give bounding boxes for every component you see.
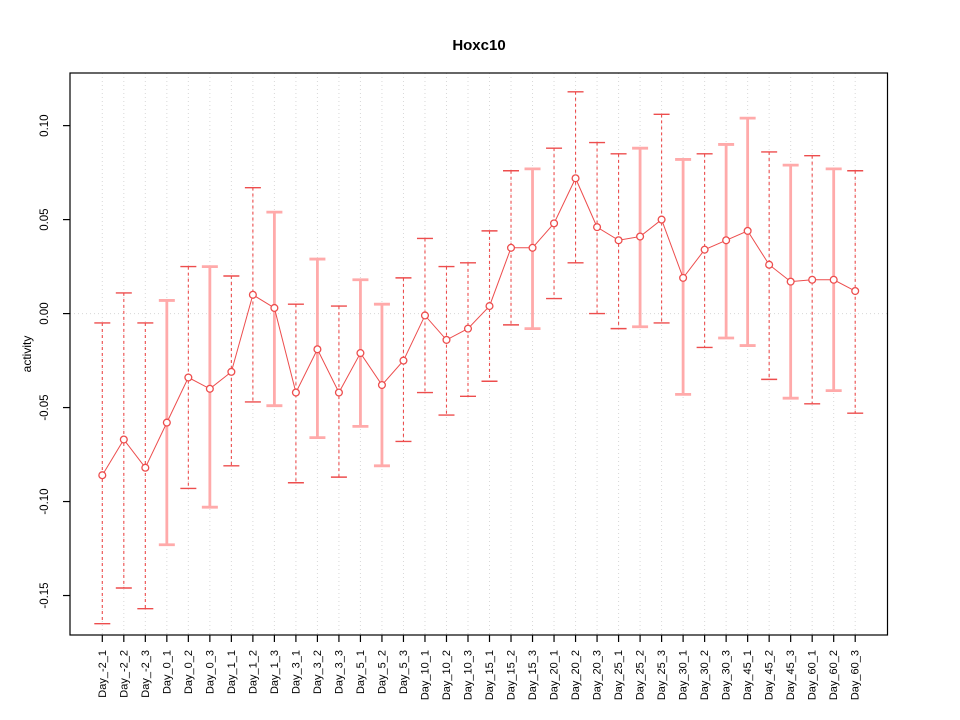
data-point-marker bbox=[765, 260, 774, 269]
data-point-marker bbox=[549, 219, 559, 228]
data-point-marker bbox=[205, 384, 214, 393]
x-tick-label: Day_-2_1 bbox=[97, 650, 109, 698]
data-point-marker bbox=[506, 243, 516, 252]
x-tick-label: Day_3_3 bbox=[333, 650, 345, 694]
plot-frame bbox=[69, 72, 889, 636]
data-point-marker bbox=[700, 245, 709, 254]
data-point-marker bbox=[463, 324, 473, 333]
data-point-marker bbox=[679, 273, 688, 282]
data-point-marker bbox=[399, 356, 408, 365]
x-tick-label: Day_25_1 bbox=[613, 650, 625, 700]
x-tick-label: Day_45_1 bbox=[742, 650, 754, 700]
x-tick-label: Day_60_2 bbox=[828, 650, 840, 700]
data-point-marker bbox=[485, 302, 494, 311]
data-point-marker bbox=[786, 277, 795, 286]
data-point-marker bbox=[184, 373, 193, 382]
data-point-marker bbox=[248, 290, 257, 299]
x-tick-label: Day_15_2 bbox=[506, 650, 518, 700]
x-tick-label: Day_10_2 bbox=[441, 650, 453, 700]
data-point-marker bbox=[141, 463, 150, 472]
x-tick-label: Day_1_3 bbox=[269, 650, 281, 694]
x-tick-label: Day_5_1 bbox=[355, 650, 367, 694]
data-point-marker bbox=[571, 174, 580, 183]
data-point-marker bbox=[162, 418, 171, 427]
x-tick-label: Day_0_3 bbox=[204, 650, 216, 694]
x-tick-label: Day_15_3 bbox=[527, 650, 539, 700]
data-point-marker bbox=[657, 215, 666, 224]
data-point-marker bbox=[808, 275, 817, 284]
x-tick-label: Day_10_1 bbox=[419, 650, 431, 700]
chart-title: Hoxc10 bbox=[452, 37, 506, 54]
x-tick-label: Day_-2_3 bbox=[140, 650, 152, 698]
x-tick-label: Day_45_3 bbox=[785, 650, 797, 700]
x-tick-label: Day_10_3 bbox=[462, 650, 474, 700]
x-tick-label: Day_5_2 bbox=[376, 650, 388, 694]
data-point-marker bbox=[291, 388, 300, 397]
data-point-marker bbox=[614, 236, 623, 245]
data-point-marker bbox=[98, 471, 107, 480]
x-tick-label: Day_15_1 bbox=[484, 650, 496, 700]
y-tick-label: 0.05 bbox=[39, 208, 51, 230]
data-point-marker bbox=[356, 349, 365, 358]
data-point-marker bbox=[313, 345, 322, 354]
x-tick-label: Day_20_2 bbox=[570, 650, 582, 700]
x-tick-label: Day_5_3 bbox=[398, 650, 410, 694]
data-point-marker bbox=[636, 232, 645, 241]
x-tick-label: Day_25_2 bbox=[635, 650, 647, 700]
x-tick-label: Day_-2_2 bbox=[118, 650, 130, 698]
x-tick-label: Day_30_3 bbox=[721, 650, 733, 700]
x-tick-label: Day_1_2 bbox=[247, 650, 259, 694]
x-tick-label: Day_20_1 bbox=[549, 650, 561, 700]
data-point-marker bbox=[420, 311, 430, 320]
data-point-marker bbox=[227, 367, 236, 376]
data-point-marker bbox=[593, 223, 602, 232]
x-tick-label: Day_1_1 bbox=[226, 650, 238, 694]
y-tick-label: 0.00 bbox=[39, 302, 51, 324]
data-point-marker bbox=[270, 303, 279, 312]
data-point-marker bbox=[119, 435, 128, 444]
data-point-marker bbox=[743, 226, 752, 235]
x-tick-label: Day_3_1 bbox=[290, 650, 302, 694]
data-point-marker bbox=[851, 286, 860, 296]
x-tick-label: Day_0_1 bbox=[161, 650, 173, 694]
x-tick-label: Day_3_2 bbox=[312, 650, 324, 694]
y-tick-label: 0.10 bbox=[39, 114, 51, 136]
y-tick-label: -0.15 bbox=[39, 582, 51, 608]
x-tick-label: Day_60_3 bbox=[850, 650, 862, 700]
x-tick-label: Day_25_3 bbox=[656, 650, 668, 700]
x-tick-label: Day_30_1 bbox=[678, 650, 690, 700]
y-tick-label: -0.10 bbox=[39, 488, 51, 514]
x-tick-label: Day_60_1 bbox=[807, 650, 819, 700]
series-line bbox=[101, 177, 856, 476]
data-point-marker bbox=[377, 380, 386, 390]
x-tick-label: Day_0_2 bbox=[183, 650, 195, 694]
data-point-marker bbox=[442, 335, 451, 344]
x-tick-label: Day_30_2 bbox=[699, 650, 711, 700]
x-tick-label: Day_20_3 bbox=[592, 650, 604, 700]
data-point-marker bbox=[722, 236, 731, 245]
x-tick-label: Day_45_2 bbox=[764, 650, 776, 700]
data-point-marker bbox=[334, 388, 343, 397]
data-point-marker bbox=[528, 243, 537, 252]
y-tick-label: -0.05 bbox=[39, 394, 51, 420]
data-point-marker bbox=[829, 275, 838, 284]
